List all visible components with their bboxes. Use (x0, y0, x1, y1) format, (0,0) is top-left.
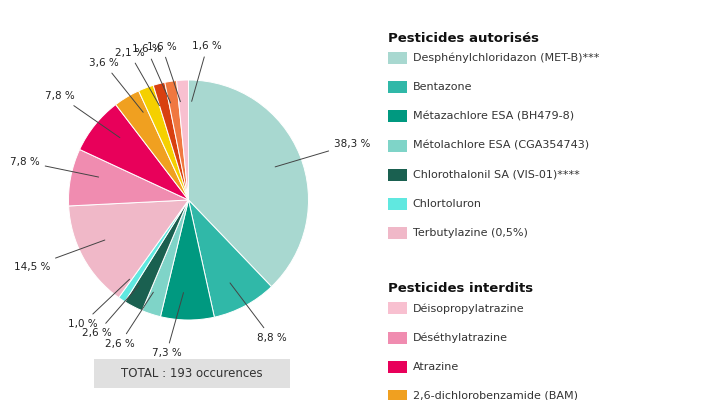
Wedge shape (142, 200, 188, 317)
Wedge shape (165, 80, 189, 200)
Wedge shape (119, 200, 188, 302)
Wedge shape (69, 200, 188, 298)
Wedge shape (188, 80, 309, 287)
Text: 1,6 %: 1,6 % (191, 42, 222, 101)
Wedge shape (188, 200, 271, 317)
Text: 1,6 %: 1,6 % (132, 44, 170, 103)
Text: 7,8 %: 7,8 % (10, 157, 99, 177)
Wedge shape (125, 200, 188, 311)
Text: 2,6 %: 2,6 % (82, 285, 139, 338)
Text: 2,6 %: 2,6 % (105, 292, 153, 349)
Text: 1,6 %: 1,6 % (147, 42, 181, 102)
Wedge shape (177, 80, 189, 200)
Wedge shape (80, 105, 188, 200)
Text: 38,3 %: 38,3 % (276, 139, 370, 167)
Text: 1,0 %: 1,0 % (68, 279, 130, 329)
Text: 14,5 %: 14,5 % (14, 240, 105, 272)
Text: 7,8 %: 7,8 % (46, 91, 120, 138)
Text: Chlorothalonil SA (VIS-01)****: Chlorothalonil SA (VIS-01)**** (413, 170, 579, 180)
Text: 7,3 %: 7,3 % (152, 292, 183, 358)
Text: Métazachlore ESA (BH479-8): Métazachlore ESA (BH479-8) (413, 112, 573, 122)
Text: 3,6 %: 3,6 % (89, 58, 143, 112)
Text: Déisopropylatrazine: Déisopropylatrazine (413, 303, 524, 314)
Text: 8,8 %: 8,8 % (230, 283, 286, 343)
Wedge shape (68, 150, 188, 206)
Text: TOTAL : 193 occurences: TOTAL : 193 occurences (121, 367, 263, 380)
Text: Pesticides interdits: Pesticides interdits (388, 282, 533, 295)
Text: Atrazine: Atrazine (413, 362, 459, 372)
Text: 2,1 %: 2,1 % (115, 48, 160, 106)
Text: Déséthylatrazine: Déséthylatrazine (413, 332, 508, 343)
Text: 2,6-dichlorobenzamide (BAM): 2,6-dichlorobenzamide (BAM) (413, 391, 578, 400)
Wedge shape (153, 82, 188, 200)
Wedge shape (160, 200, 215, 320)
Wedge shape (116, 91, 188, 200)
Text: Terbutylazine (0,5%): Terbutylazine (0,5%) (413, 228, 527, 238)
Text: Pesticides autorisés: Pesticides autorisés (388, 32, 539, 45)
Text: Desphénylchloridazon (MET-B)***: Desphénylchloridazon (MET-B)*** (413, 53, 599, 63)
Wedge shape (138, 85, 188, 200)
Text: Métolachlore ESA (CGA354743): Métolachlore ESA (CGA354743) (413, 141, 589, 150)
Text: Chlortoluron: Chlortoluron (413, 199, 481, 209)
Text: Bentazone: Bentazone (413, 82, 472, 92)
